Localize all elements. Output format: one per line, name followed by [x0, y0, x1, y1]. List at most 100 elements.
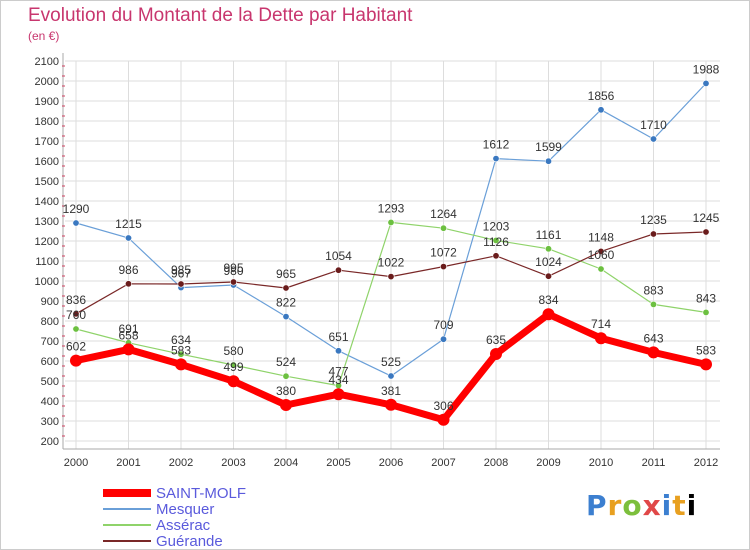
data-label: 1054: [325, 249, 352, 263]
x-tick-label: 2008: [484, 457, 508, 469]
y-tick-label: 800: [41, 316, 59, 328]
data-point: [72, 325, 80, 333]
y-tick-label: 1200: [35, 236, 59, 248]
data-label: 967: [171, 267, 191, 281]
y-tick-label: 1300: [35, 216, 59, 228]
data-point: [542, 308, 555, 321]
data-label: 1290: [63, 202, 90, 216]
data-label: 1612: [483, 138, 510, 152]
data-point: [230, 278, 238, 286]
y-tick-label: 1400: [35, 196, 59, 208]
y-tick-label: 1800: [35, 116, 59, 128]
data-point: [227, 375, 240, 388]
data-label: 651: [328, 330, 348, 344]
data-label: 1599: [535, 140, 562, 154]
data-point: [492, 252, 500, 260]
legend-label: Mesquer: [156, 501, 214, 518]
data-point: [282, 313, 290, 321]
logo-letter: o: [622, 489, 643, 522]
data-point: [544, 157, 552, 165]
data-point: [702, 79, 710, 87]
data-label: 691: [118, 322, 138, 336]
data-point: [702, 308, 710, 316]
data-label: 1024: [535, 255, 562, 269]
data-point: [649, 230, 657, 238]
data-label: 434: [328, 373, 348, 387]
y-tick-label: 1600: [35, 156, 59, 168]
legend-label: Guérande: [156, 533, 223, 549]
x-tick-label: 2001: [116, 457, 140, 469]
data-label: 602: [66, 340, 86, 354]
data-point: [387, 273, 395, 281]
data-point: [72, 219, 80, 227]
data-label: 306: [433, 399, 453, 413]
data-label: 995: [223, 261, 243, 275]
data-label: 834: [538, 293, 558, 307]
data-point: [125, 234, 133, 242]
data-point: [334, 266, 342, 274]
data-label: 1235: [640, 213, 667, 227]
logo-letter: P: [586, 489, 608, 522]
series-group: [70, 79, 712, 426]
x-tick-label: 2012: [694, 457, 718, 469]
data-point: [597, 265, 605, 273]
data-label: 1126: [483, 235, 509, 249]
x-tick-label: 2011: [642, 457, 666, 469]
data-point: [597, 106, 605, 114]
data-point: [544, 245, 552, 253]
data-point: [332, 388, 345, 401]
data-point: [387, 218, 395, 226]
logo-letter: i: [686, 489, 698, 522]
y-tick-label: 500: [41, 376, 59, 388]
data-point: [647, 346, 660, 359]
legend-label: SAINT-MOLF: [156, 485, 246, 502]
data-point: [70, 354, 82, 367]
data-point: [595, 332, 607, 345]
data-label: 381: [381, 384, 401, 398]
data-point: [280, 399, 292, 411]
data-label: 1215: [115, 217, 142, 231]
data-label: 760: [66, 308, 86, 322]
data-label: 1856: [588, 89, 615, 103]
data-label: 1988: [693, 62, 720, 76]
y-tick-label: 1100: [35, 256, 59, 268]
data-label: 658: [118, 328, 138, 342]
data-label: 1264: [430, 207, 457, 221]
data-label: 499: [223, 360, 243, 374]
data-label: 883: [643, 283, 663, 297]
logo-letter: x: [642, 489, 662, 522]
data-label: 380: [276, 384, 296, 398]
proxiti-logo: Proxiti: [586, 489, 697, 522]
x-tick-label: 2000: [64, 457, 88, 469]
chart-title: Evolution du Montant de la Dette par Hab…: [28, 5, 413, 26]
y-tick-label: 2100: [35, 56, 59, 68]
data-point: [387, 372, 395, 380]
data-label: 634: [171, 333, 191, 347]
x-tick-label: 2002: [169, 457, 193, 469]
logo-letter: r: [607, 489, 623, 522]
y-tick-label: 600: [41, 356, 59, 368]
x-tick-label: 2009: [536, 457, 560, 469]
data-label: 643: [643, 331, 663, 345]
data-label: 985: [171, 263, 191, 277]
data-label: 1293: [378, 201, 405, 215]
data-point: [177, 350, 185, 358]
chart-subtitle: (en €): [28, 29, 60, 43]
y-tick-label: 2000: [35, 76, 59, 88]
x-tick-label: 2010: [589, 457, 613, 469]
data-point: [175, 358, 187, 371]
y-tick-label: 1900: [35, 96, 59, 108]
x-tick-label: 2003: [221, 457, 245, 469]
data-labels: 1290 1215 967 980 822 651 525 709 1612 1599 1856 17…: [63, 62, 720, 412]
logo-letter: t: [672, 489, 687, 522]
data-point: [177, 280, 185, 288]
data-point: [544, 272, 552, 280]
logo-letter: i: [661, 489, 673, 522]
y-tick-label: 1700: [35, 136, 59, 148]
data-point: [282, 284, 290, 292]
data-point: [702, 228, 710, 236]
y-tick-label: 300: [41, 416, 59, 428]
y-tick-label: 1000: [35, 276, 59, 288]
x-tick-label: 2007: [431, 457, 455, 469]
data-label: 1072: [430, 246, 457, 260]
